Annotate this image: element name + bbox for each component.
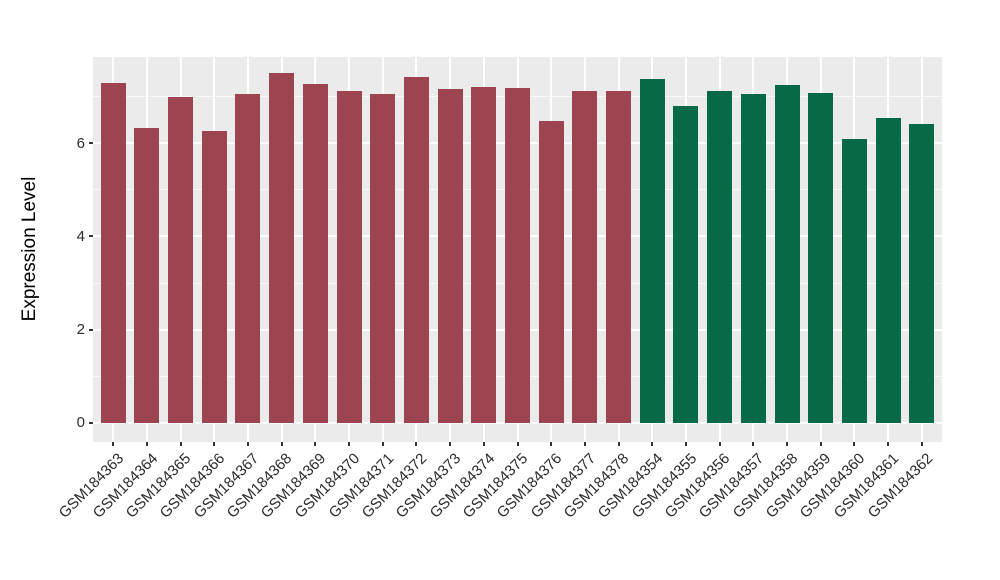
- x-tick-mark: [550, 442, 553, 446]
- x-tick-mark: [381, 442, 384, 446]
- x-tick-mark: [348, 442, 351, 446]
- x-tick-mark: [583, 442, 586, 446]
- x-tick-mark: [920, 442, 923, 446]
- x-tick-mark: [853, 442, 856, 446]
- bar-GSM184361: [875, 117, 901, 423]
- y-tick-label: 6: [76, 134, 85, 152]
- bar-GSM184365: [168, 96, 194, 423]
- bar-GSM184378: [606, 90, 632, 423]
- bar-GSM184368: [269, 73, 295, 423]
- y-tick-mark: [89, 421, 93, 424]
- bar-GSM184358: [774, 85, 800, 423]
- y-tick-mark: [89, 142, 93, 145]
- bar-GSM184359: [808, 92, 834, 423]
- bar-GSM184374: [471, 87, 497, 423]
- x-tick-mark: [314, 442, 317, 446]
- bar-GSM184377: [572, 91, 598, 423]
- x-tick-mark: [246, 442, 249, 446]
- x-tick-mark: [213, 442, 216, 446]
- x-tick-mark: [280, 442, 283, 446]
- bar-GSM184376: [538, 120, 564, 423]
- y-tick-label: 0: [76, 414, 85, 432]
- x-tick-mark: [145, 442, 148, 446]
- x-tick-mark: [516, 442, 519, 446]
- x-tick-mark: [617, 442, 620, 446]
- bar-GSM184371: [370, 94, 396, 423]
- bar-GSM184357: [740, 94, 766, 423]
- bar-GSM184375: [505, 88, 530, 423]
- x-tick-mark: [786, 442, 789, 446]
- bar-GSM184354: [639, 79, 665, 423]
- bar-GSM184356: [707, 90, 733, 423]
- y-axis-title-text: Expression Level: [19, 176, 40, 322]
- bar-GSM184364: [134, 127, 160, 423]
- x-tick-mark: [449, 442, 452, 446]
- x-tick-mark: [684, 442, 687, 446]
- plot-panel: [93, 57, 942, 442]
- x-tick-mark: [819, 442, 822, 446]
- bar-GSM184360: [841, 139, 867, 423]
- x-tick-mark: [887, 442, 890, 446]
- x-tick-mark: [112, 442, 115, 446]
- bar-GSM184369: [302, 83, 328, 423]
- y-tick-label: 4: [76, 227, 85, 245]
- bar-GSM184367: [235, 93, 261, 423]
- x-tick-mark: [415, 442, 418, 446]
- y-tick-mark: [89, 235, 93, 238]
- x-tick-mark: [482, 442, 485, 446]
- bar-GSM184363: [100, 82, 126, 423]
- x-tick-mark: [718, 442, 721, 446]
- bar-GSM184373: [437, 89, 463, 423]
- x-tick-mark: [651, 442, 654, 446]
- bar-GSM184362: [909, 123, 935, 423]
- y-tick-mark: [89, 328, 93, 331]
- bar-GSM184366: [201, 131, 227, 423]
- bar-GSM184355: [673, 105, 699, 423]
- bar-GSM184372: [403, 77, 429, 423]
- x-tick-mark: [752, 442, 755, 446]
- y-tick-label: 2: [76, 321, 85, 339]
- bar-GSM184370: [336, 91, 362, 423]
- x-tick-mark: [179, 442, 182, 446]
